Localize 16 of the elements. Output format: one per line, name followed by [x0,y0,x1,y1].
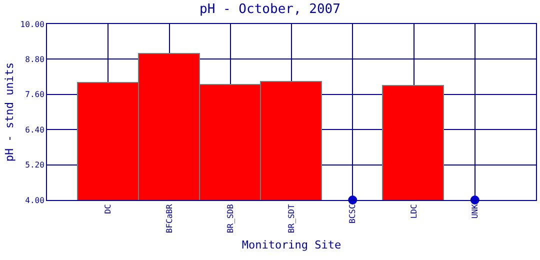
y-tick-label: 7.60 [25,90,45,100]
x-tick-label: DC [104,204,113,214]
x-tick-label: UNK [470,204,480,219]
x-tick-label: BCSC [348,204,358,224]
y-tick-label: 5.20 [25,160,45,170]
x-axis-title: Monitoring Site [242,238,342,252]
y-axis-title: pH - stnd units [2,62,16,162]
y-tick-label: 10.00 [20,20,45,29]
chart-title: pH - October, 2007 [200,2,340,17]
x-tick-label: BR_SDT [287,204,296,234]
x-tick-label: BR_SDB [226,204,235,234]
y-tick-label: 6.40 [25,125,45,134]
x-tick-label: BFCaBR [164,204,174,234]
x-tick-label: LDC [409,204,418,219]
y-tick-label: 8.80 [25,55,45,64]
y-tick-label: 4.00 [25,196,45,205]
